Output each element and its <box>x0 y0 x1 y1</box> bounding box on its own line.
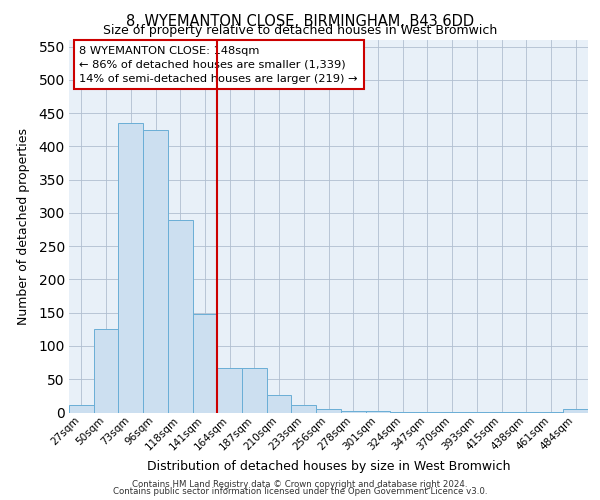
X-axis label: Distribution of detached houses by size in West Bromwich: Distribution of detached houses by size … <box>147 460 510 473</box>
Bar <box>94 330 118 412</box>
Bar <box>341 410 365 412</box>
Text: 8 WYEMANTON CLOSE: 148sqm
← 86% of detached houses are smaller (1,339)
14% of se: 8 WYEMANTON CLOSE: 148sqm ← 86% of detac… <box>79 46 358 84</box>
Bar <box>365 411 390 412</box>
Bar <box>316 408 341 412</box>
Bar <box>143 130 168 412</box>
Bar <box>292 405 316 412</box>
Bar <box>69 404 94 412</box>
Bar <box>242 368 267 412</box>
Text: 8, WYEMANTON CLOSE, BIRMINGHAM, B43 6DD: 8, WYEMANTON CLOSE, BIRMINGHAM, B43 6DD <box>126 14 474 28</box>
Bar <box>267 394 292 412</box>
Bar <box>217 368 242 412</box>
Text: Contains HM Land Registry data © Crown copyright and database right 2024.: Contains HM Land Registry data © Crown c… <box>132 480 468 489</box>
Bar <box>118 123 143 412</box>
Bar <box>168 220 193 412</box>
Y-axis label: Number of detached properties: Number of detached properties <box>17 128 30 325</box>
Bar <box>563 409 588 412</box>
Bar <box>193 314 217 412</box>
Text: Contains public sector information licensed under the Open Government Licence v3: Contains public sector information licen… <box>113 488 487 496</box>
Text: Size of property relative to detached houses in West Bromwich: Size of property relative to detached ho… <box>103 24 497 37</box>
